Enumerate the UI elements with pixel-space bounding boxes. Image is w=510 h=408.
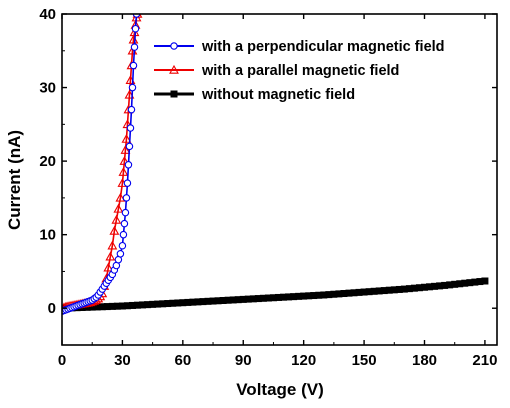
data-point [130, 43, 139, 51]
data-point [131, 24, 140, 33]
data-point [123, 179, 132, 187]
series-line [62, 14, 138, 312]
x-axis-title: Voltage (V) [236, 380, 324, 399]
data-point [127, 105, 136, 114]
data-point [115, 192, 126, 202]
data-point [109, 225, 120, 235]
data-point [129, 61, 138, 70]
y-tick-label: 0 [48, 300, 56, 317]
data-point [124, 161, 133, 169]
legend: with a perpendicular magnetic field with … [154, 39, 445, 103]
data-point-interp [274, 293, 282, 301]
data-point [121, 208, 130, 217]
data-point [118, 167, 129, 176]
data-point-interp [375, 287, 383, 295]
data-point-interp [113, 302, 121, 310]
data-point-interp [315, 291, 323, 299]
data-point-interp [154, 300, 162, 308]
data-point-interp [194, 298, 202, 306]
data-point-interp [295, 292, 303, 300]
x-tick-label: 180 [412, 352, 437, 369]
series-circle [62, 14, 141, 315]
plot-frame [61, 13, 498, 346]
data-point-interp [134, 301, 142, 309]
data-point [122, 194, 131, 202]
data-point [116, 250, 125, 258]
x-tick-label: 30 [114, 352, 131, 369]
data-point [105, 251, 116, 261]
series-square [62, 277, 489, 312]
x-tick-label: 150 [352, 352, 377, 369]
x-tick-label: 0 [58, 352, 66, 369]
legend-item: without magnetic field [154, 87, 355, 103]
legend-label: with a perpendicular magnetic field [201, 39, 445, 55]
data-point-interp [395, 285, 403, 293]
data-point [118, 241, 127, 250]
data-point [121, 133, 132, 143]
data-point-interp [436, 282, 444, 290]
y-tick-label: 40 [39, 6, 56, 23]
data-point [128, 83, 137, 92]
y-tick-label: 30 [39, 80, 56, 97]
legend-label: with a parallel magnetic field [201, 63, 399, 79]
data-point [103, 262, 114, 272]
y-axis-title: Current (nA) [5, 130, 24, 230]
data-point-interp [456, 280, 464, 288]
legend-marker [170, 42, 178, 50]
data-point-interp [234, 296, 242, 304]
x-tick-label: 210 [472, 352, 497, 369]
data-point-interp [254, 295, 262, 303]
plot-series [62, 14, 489, 315]
axis-ticks: 0 30 60 90 120 150 180 210 0 10 20 30 40 [39, 6, 497, 369]
data-point [111, 214, 122, 224]
data-point-interp [355, 288, 363, 296]
y-tick-label: 20 [39, 153, 56, 170]
data-point [119, 155, 130, 165]
data-point [113, 203, 124, 213]
x-tick-label: 90 [235, 352, 252, 369]
data-point [107, 240, 118, 250]
data-point [119, 230, 128, 239]
data-point-interp [214, 297, 222, 305]
legend-label: without magnetic field [201, 87, 355, 103]
data-point-interp [476, 278, 484, 286]
legend-marker [169, 64, 179, 74]
legend-item: with a parallel magnetic field [154, 63, 399, 79]
data-point [125, 142, 134, 151]
data-point [120, 144, 131, 154]
x-tick-label: 120 [291, 352, 316, 369]
data-point-interp [174, 299, 182, 307]
y-tick-label: 10 [39, 227, 56, 244]
data-point-interp [335, 290, 343, 298]
x-tick-label: 60 [174, 352, 191, 369]
legend-marker [170, 90, 178, 98]
data-point [120, 219, 129, 228]
legend-item: with a perpendicular magnetic field [154, 39, 445, 55]
data-point [126, 124, 135, 132]
data-point-interp [415, 284, 423, 292]
